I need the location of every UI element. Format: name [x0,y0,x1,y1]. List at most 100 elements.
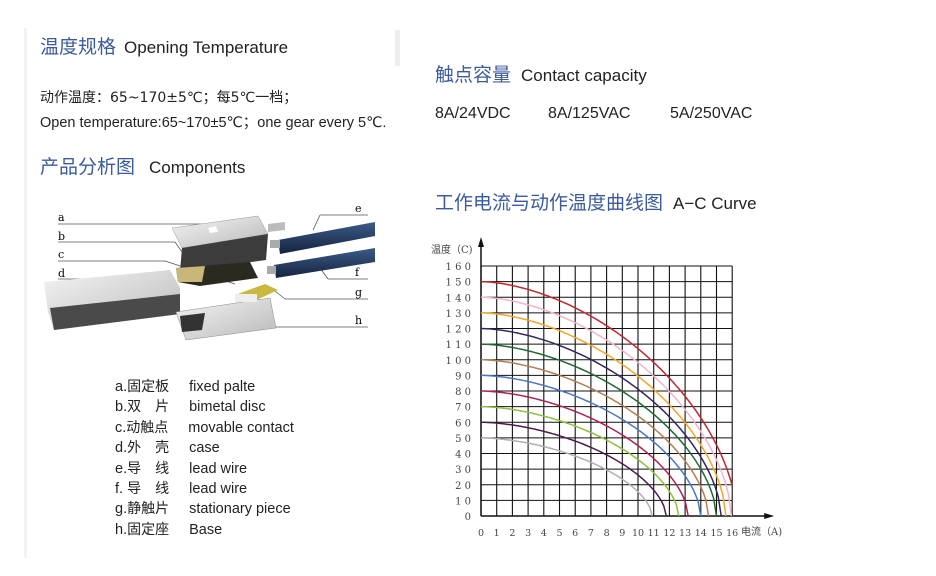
x-tick-label: 10 [632,528,644,539]
y-tick-label: 6 0 [455,418,471,429]
x-tick-label: 9 [619,528,625,539]
legend-item: g.静触片 stationary piece [115,499,294,519]
series-line-100 [481,359,710,517]
item-key: h. [115,521,128,538]
components-exploded-diagram: a b c d e f g h [44,202,375,341]
item-cn: 固定座 [127,521,170,538]
y-tick-label: 8 0 [455,387,471,398]
y-tick-label: 5 0 [455,434,471,445]
y-tick-label: 7 0 [455,403,471,414]
item-en: case [189,440,220,457]
x-tick-label: 4 [541,528,547,539]
x-tick-label: 15 [710,528,722,539]
heading-en: Opening Temperature [124,38,289,57]
item-cn: 导 线 [127,480,170,497]
x-tick-label: 6 [572,528,578,539]
callout-h: h [355,314,362,327]
item-en: bimetal disc [189,399,266,416]
x-axis-arrow-icon [764,513,775,519]
legend-item: b.双 片 bimetal disc [115,397,294,417]
x-tick-label: 7 [588,528,594,539]
heading-en: Components [149,158,246,177]
curve-heading: 工作电流与动作温度曲线图 A−C Curve [435,188,757,215]
item-en: fixed palte [189,379,256,395]
y-tick-label: 1 5 0 [446,278,471,289]
x-axis-label: 电流（A) [741,525,782,538]
y-tick-label: 2 0 [455,481,471,492]
callout-e: e [355,202,362,215]
y-tick-label: 1 4 0 [446,293,471,304]
opening-temperature-en: Open temperature:65~170±5℃；one gear ever… [40,115,387,131]
series-line-90 [481,374,702,517]
item-cn: 动触点 [126,419,169,436]
callout-d: d [58,267,65,280]
legend-item: f. 导 线 lead wire [115,479,294,499]
callout-c: c [58,248,64,261]
y-tick-label: 1 0 0 [446,356,471,367]
legend-item: a.固定板 fixed palte [115,377,294,397]
x-tick-label: 0 [478,528,484,539]
callout-a: a [58,211,65,224]
callout-f: f [355,266,360,279]
item-en: Base [189,521,223,538]
item-cn: 固定板 [127,379,170,395]
y-tick-label: 9 0 [455,371,471,382]
lead-wire-e [270,222,375,254]
lead-wire-f [267,248,375,278]
y-tick-label: 0 [465,512,471,523]
heading-cn: 温度规格 [40,36,117,58]
x-tick-label: 11 [648,528,660,539]
y-axis-label: 温度（C) [431,243,473,256]
x-tick-label: 16 [726,528,738,539]
callout-g: g [355,286,362,299]
opening-temperature-heading: 温度规格 Opening Temperature [40,32,288,59]
callout-b: b [58,230,65,243]
series-line-150 [480,280,733,486]
heading-en: Contact capacity [521,66,647,85]
item-cn: 导 线 [127,460,170,477]
x-tick-label: 3 [525,528,531,539]
item-en: stationary piece [189,501,291,518]
item-cn: 外 壳 [127,440,170,457]
item-key: d. [115,440,128,457]
contact-rating-1: 8A/24VDC [435,105,511,122]
series-line-130 [481,312,727,517]
item-key: e. [115,460,128,477]
x-tick-label: 5 [556,528,562,539]
item-key: b. [115,399,128,416]
x-tick-label: 2 [509,528,515,539]
series-line-70 [480,405,680,517]
heading-cn: 产品分析图 [40,156,136,178]
components-legend: a.固定板 fixed palte b.双 片 bimetal disc c.动触点… [115,377,294,540]
page-margin-bar [24,28,27,558]
y-tick-label: 4 0 [455,450,471,461]
contact-capacity-heading: 触点容量 Contact capacity [435,60,647,87]
y-tick-label: 1 3 0 [446,309,471,320]
item-key: a. [115,379,128,395]
heading-cn: 工作电流与动作温度曲线图 [435,192,664,214]
item-key: g. [115,501,128,518]
components-heading: 产品分析图 Components [40,152,245,179]
item-key: f. [115,480,128,497]
heading-cn: 触点容量 [435,64,512,86]
legend-item: e.导 线 lead wire [115,459,294,479]
series-line-80 [481,390,689,517]
series-line-120 [480,327,722,517]
y-tick-label: 1 2 0 [446,325,471,336]
item-cn: 静触片 [127,501,170,518]
x-tick-label: 13 [679,528,691,539]
item-key: c. [115,419,127,436]
column-divider [395,30,400,66]
y-tick-label: 1 0 [455,496,471,507]
series-line-110 [480,343,718,517]
series-line-50 [481,437,653,517]
x-tick-label: 8 [604,528,610,539]
x-tick-label: 1 [494,528,500,539]
legend-item: c.动触点 movable contact [115,418,294,438]
series-line-60 [481,421,668,517]
heading-en: A−C Curve [673,194,757,213]
legend-item: d.外 壳 case [115,438,294,458]
y-tick-label: 3 0 [455,465,471,476]
item-en: lead wire [189,460,248,477]
